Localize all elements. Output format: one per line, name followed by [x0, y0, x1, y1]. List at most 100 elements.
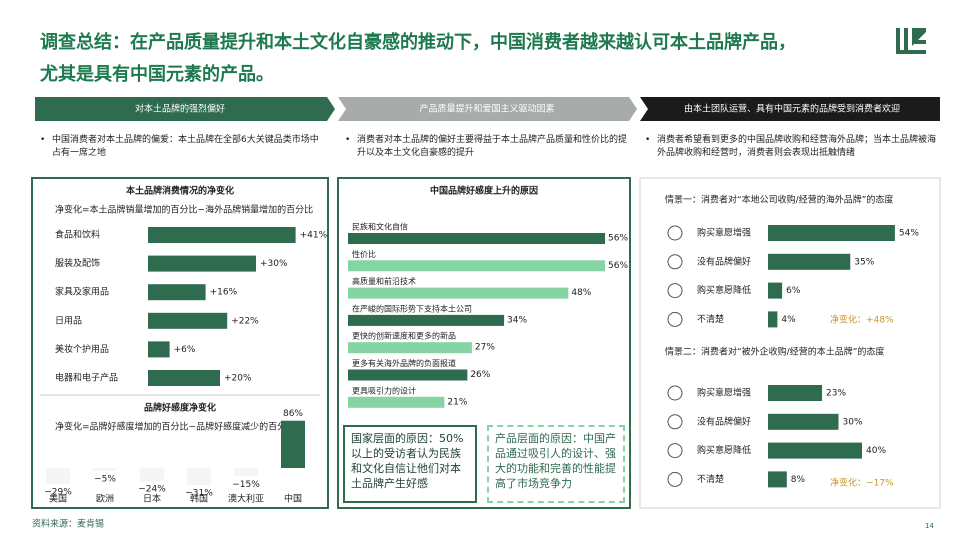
icon: [667, 471, 683, 487]
category-label: 家具及家用品: [55, 286, 109, 298]
value-label: 26%: [470, 370, 490, 380]
value-label: +22%: [231, 316, 259, 326]
category-label: 高质量和前沿技术: [352, 276, 416, 286]
chart-subtitle: 净变化=品牌好感度增加的百分比−品牌好感度减少的百分比: [55, 421, 295, 433]
value-label: −29%: [44, 487, 72, 497]
category-label: 购买意愿增强: [697, 387, 751, 399]
icon: [667, 283, 683, 299]
chart-subtitle: 净变化=本土品牌销量增加的百分比−海外品牌销量增加的百分比: [55, 204, 313, 216]
net-change: 净变化：−17%: [830, 477, 894, 489]
value-label: 86%: [283, 409, 303, 419]
category-label: 韩国: [190, 493, 208, 505]
icon: [667, 225, 683, 241]
value-label: 23%: [826, 389, 846, 399]
icon: [667, 385, 683, 401]
category-label: 日本: [143, 493, 161, 505]
bar: [768, 282, 783, 299]
category-label: 购买意愿降低: [697, 284, 751, 296]
value-label: 27%: [475, 343, 495, 353]
value-label: −24%: [138, 485, 166, 495]
banner: 由本土团队运营、具有中国元素的品牌受到消费者欢迎: [684, 103, 900, 115]
bar: [187, 468, 211, 486]
value-label: 40%: [866, 446, 886, 456]
bullet: 消费者希望看到更多的中国品牌收购和经营海外品牌；当本土品牌被海外品牌收购和经营时…: [645, 134, 937, 160]
page-number: 14: [925, 522, 934, 530]
value-label: +16%: [210, 288, 238, 298]
bar: [148, 284, 206, 301]
value-label: −5%: [94, 474, 116, 484]
banner-bg: [640, 97, 940, 121]
category-label: 美妆个护用品: [55, 343, 109, 355]
category-label: 更具吸引力的设计: [352, 385, 416, 395]
category-label: 没有品牌偏好: [697, 255, 751, 267]
bar: [148, 312, 228, 329]
bar: [768, 385, 823, 401]
category-label: 不清楚: [697, 313, 724, 325]
value-label: 21%: [447, 397, 467, 407]
value-label: 54%: [899, 229, 919, 239]
category-label: 服装及配饰: [55, 257, 100, 269]
category-label: 性价比: [352, 249, 376, 259]
category-label: 欧洲: [96, 493, 114, 505]
bar: [768, 253, 851, 270]
net-change: 净变化：+48%: [830, 314, 894, 326]
category-label: 中国: [284, 493, 302, 505]
value-label: 56%: [608, 261, 628, 271]
bar: [768, 471, 787, 488]
panel: [639, 177, 941, 509]
bar: [768, 442, 862, 459]
bar: [348, 342, 472, 354]
bar: [46, 468, 70, 484]
category-label: 在严峻的国际形势下支持本土公司: [352, 303, 472, 313]
bar: [348, 396, 445, 408]
category-label: 美国: [49, 493, 67, 505]
value-label: 8%: [791, 475, 806, 485]
banner-bg: [35, 97, 335, 121]
value-label: 4%: [781, 315, 796, 325]
category-label: 更快的创新速度和更多的新品: [352, 331, 456, 341]
value-label: 30%: [843, 417, 863, 427]
bar: [140, 468, 164, 482]
category-label: 食品和饮料: [55, 229, 100, 241]
bar: [348, 233, 606, 244]
scenario-heading: 情景二：消费者对“被外企收购/经营的本土品牌”的态度: [665, 346, 884, 358]
source: 资料来源：麦肯锡: [32, 518, 104, 530]
scenario-heading: 情景一：消费者对“本地公司收购/经营的海外品牌”的态度: [665, 194, 893, 206]
category-label: 电器和电子产品: [55, 372, 118, 384]
icon: [667, 443, 683, 459]
bar: [148, 370, 220, 386]
value-label: −15%: [232, 480, 260, 490]
bar: [93, 468, 117, 471]
title-line: 调查总结：在产品质量提升和本土文化自豪感的推动下，中国消费者越来越认可本土品牌产…: [40, 32, 796, 53]
bullet: 中国消费者对本土品牌的偏爱：本土品牌在全部6大关键品类市场中占有一席之地: [40, 134, 324, 160]
banner: 对本土品牌的强烈偏好: [135, 103, 225, 115]
banner-bg: [338, 97, 637, 121]
value-label: 35%: [854, 257, 874, 267]
bar: [768, 311, 778, 328]
bar: [348, 260, 606, 272]
value-label: 56%: [608, 234, 628, 244]
value-label: +6%: [174, 345, 196, 355]
bullet: 消费者对本土品牌的偏好主要得益于本土品牌产品质量和性价比的提升以及本土文化自豪感…: [345, 134, 629, 160]
note: 产品层面的原因：中国产品通过吸引人的设计、强大的功能和完善的性能提高了市场竞争力: [487, 425, 625, 503]
value-label: +41%: [300, 231, 328, 241]
category-label: 没有品牌偏好: [697, 415, 751, 427]
bar: [348, 369, 468, 381]
category-label: 日用品: [55, 315, 82, 326]
chart-title: 中国品牌好感度上升的原因: [430, 185, 538, 197]
bar: [281, 420, 305, 468]
value-label: 6%: [786, 286, 801, 296]
bar: [348, 314, 505, 326]
banner: 产品质量提升和爱国主义驱动因素: [419, 103, 554, 115]
icon: [667, 311, 683, 327]
value-label: +20%: [224, 374, 252, 384]
bar: [348, 287, 569, 299]
category-label: 澳大利亚: [228, 493, 264, 505]
chart-title: 本土品牌消费情况的净变化: [126, 185, 234, 197]
title-line: 尤其是具有中国元素的产品。: [40, 64, 274, 85]
bar: [148, 227, 296, 243]
note: 国家层面的原因：50%以上的受访者认为民族和文化自信让他们对本土品牌产生好感: [343, 425, 477, 503]
bar: [768, 413, 839, 430]
